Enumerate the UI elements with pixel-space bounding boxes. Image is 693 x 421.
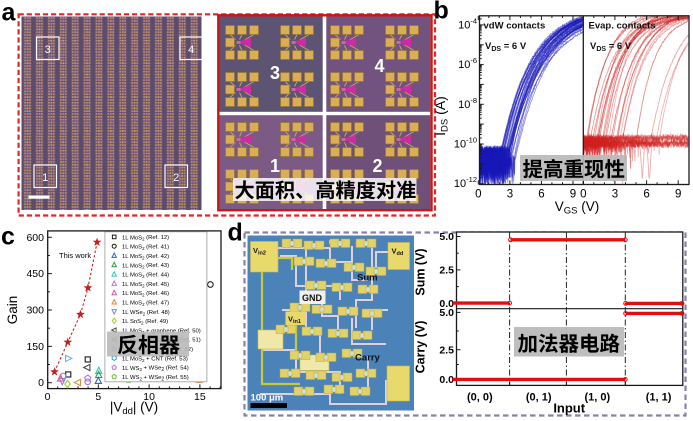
svg-text:1L MoS2 (Ref. 45): 1L MoS2 (Ref. 45) (122, 282, 169, 289)
svg-text:4: 4 (188, 44, 194, 56)
svg-text:VDS = 6 V: VDS = 6 V (590, 41, 632, 53)
svg-text:1L WS2 + WSe2 (Ref. 55): 1L WS2 + WSe2 (Ref. 55) (122, 375, 189, 383)
svg-text:2.5: 2.5 (439, 265, 454, 277)
svg-text:1L MoS2 (Ref. 41): 1L MoS2 (Ref. 41) (122, 245, 169, 252)
svg-text:VGS (V): VGS (V) (555, 199, 600, 217)
svg-text:1L SnS2 (Ref. 49): 1L SnS2 (Ref. 49) (122, 319, 168, 326)
svg-text:1: 1 (270, 156, 280, 176)
svg-text:1L MoS2 (Ref. 12): 1L MoS2 (Ref. 12) (122, 235, 169, 242)
svg-text:2: 2 (373, 156, 383, 176)
svg-text:VDS = 6 V: VDS = 6 V (485, 41, 527, 53)
svg-text:Carry: Carry (355, 353, 381, 364)
svg-text:600: 600 (26, 232, 44, 244)
svg-text:1L MoS2 (Ref. 43): 1L MoS2 (Ref. 43) (122, 263, 169, 270)
svg-text:0: 0 (475, 189, 481, 201)
svg-text:Vin1: Vin1 (288, 315, 301, 326)
svg-text:0: 0 (38, 377, 44, 389)
svg-text:300: 300 (26, 305, 44, 317)
svg-text:1L MoS2 (Ref. 42): 1L MoS2 (Ref. 42) (122, 254, 169, 261)
svg-text:150: 150 (26, 341, 44, 353)
svg-text:450: 450 (26, 268, 44, 280)
svg-text:2.5: 2.5 (439, 344, 454, 356)
svg-text:vdW contacts: vdW contacts (484, 21, 546, 32)
svg-text:b: b (434, 0, 449, 25)
svg-text:Carry (V): Carry (V) (414, 321, 428, 374)
svg-text:1L WSe2 (Ref. 48): 1L WSe2 (Ref. 48) (122, 310, 170, 317)
svg-text:(1, 1): (1, 1) (646, 392, 672, 404)
svg-text:Input: Input (553, 401, 585, 416)
svg-text:1L WS2 + WSe2 (Ref. 54): 1L WS2 + WSe2 (Ref. 54) (122, 366, 189, 374)
svg-text:Sum: Sum (357, 273, 378, 284)
svg-text:3: 3 (612, 189, 618, 201)
svg-text:Vdd: Vdd (392, 247, 404, 258)
svg-text:(1, 0): (1, 0) (584, 392, 610, 404)
svg-text:Vin2: Vin2 (253, 246, 266, 257)
svg-text:3: 3 (45, 44, 51, 56)
svg-text:6: 6 (538, 189, 544, 201)
svg-text:1L MoS2 + CNT (Ref. 53): 1L MoS2 + CNT (Ref. 53) (122, 356, 188, 363)
svg-text:1L MoS2 (Ref. 46): 1L MoS2 (Ref. 46) (122, 291, 169, 298)
svg-text:9: 9 (675, 189, 681, 201)
svg-text:6: 6 (643, 189, 649, 201)
svg-text:3: 3 (507, 189, 513, 201)
svg-text:Sum (V): Sum (V) (414, 248, 428, 295)
svg-text:Gain: Gain (5, 296, 20, 325)
svg-text:Evap. contacts: Evap. contacts (589, 21, 656, 32)
svg-text:This work: This work (59, 251, 91, 260)
svg-text:1L MoS2 (Ref. 44): 1L MoS2 (Ref. 44) (122, 273, 169, 280)
svg-text:3: 3 (270, 63, 280, 83)
svg-text:10: 10 (143, 391, 155, 403)
svg-text:2: 2 (173, 172, 179, 184)
svg-text:5.0: 5.0 (439, 307, 454, 319)
svg-text:(0, 1): (0, 1) (526, 392, 552, 404)
svg-text:5: 5 (95, 391, 101, 403)
svg-text:0: 0 (580, 189, 586, 201)
svg-text:15: 15 (194, 391, 206, 403)
svg-text:5.0: 5.0 (439, 231, 454, 243)
svg-text:0: 0 (45, 391, 51, 403)
svg-text:100 μm: 100 μm (251, 393, 284, 404)
svg-text:c: c (1, 223, 15, 251)
svg-text:|Vdd| (V): |Vdd| (V) (110, 400, 158, 418)
svg-text:GND: GND (302, 293, 323, 303)
svg-text:a: a (2, 0, 17, 26)
svg-text:0.0: 0.0 (439, 298, 454, 310)
svg-text:d: d (228, 219, 243, 247)
svg-text:4: 4 (375, 56, 385, 76)
svg-text:1L MoS2 (Ref. 47): 1L MoS2 (Ref. 47) (122, 300, 169, 307)
svg-text:1: 1 (42, 172, 48, 184)
svg-text:9: 9 (570, 189, 576, 201)
svg-text:0.0: 0.0 (439, 374, 454, 386)
svg-text:(0, 0): (0, 0) (467, 392, 493, 404)
